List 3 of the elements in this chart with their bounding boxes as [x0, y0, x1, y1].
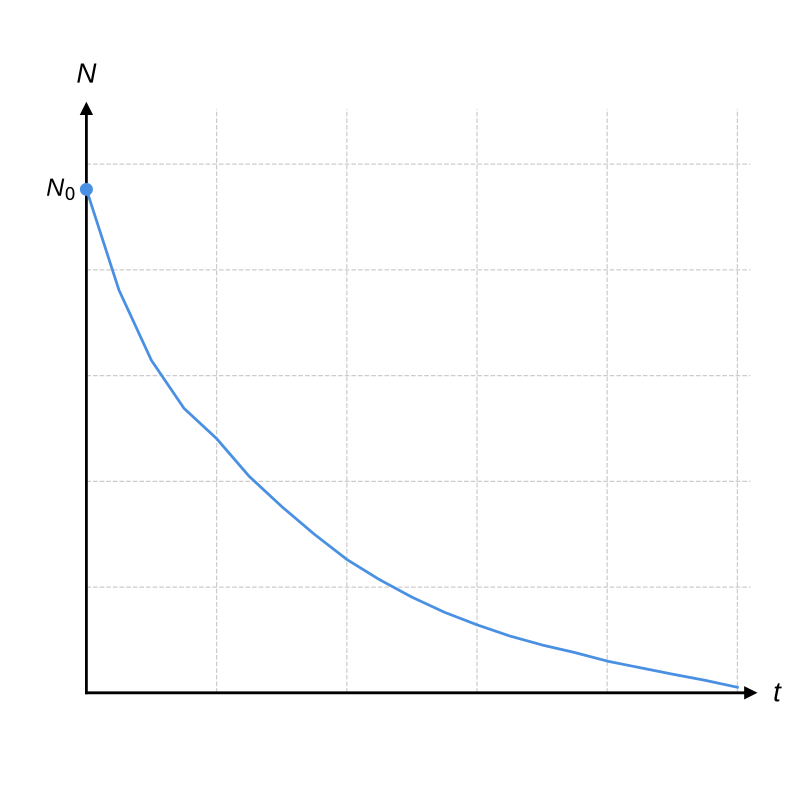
y-axis-title: N: [77, 63, 96, 83]
x-axis-title: t: [774, 683, 782, 702]
text: N$_{0}$: [46, 178, 74, 200]
